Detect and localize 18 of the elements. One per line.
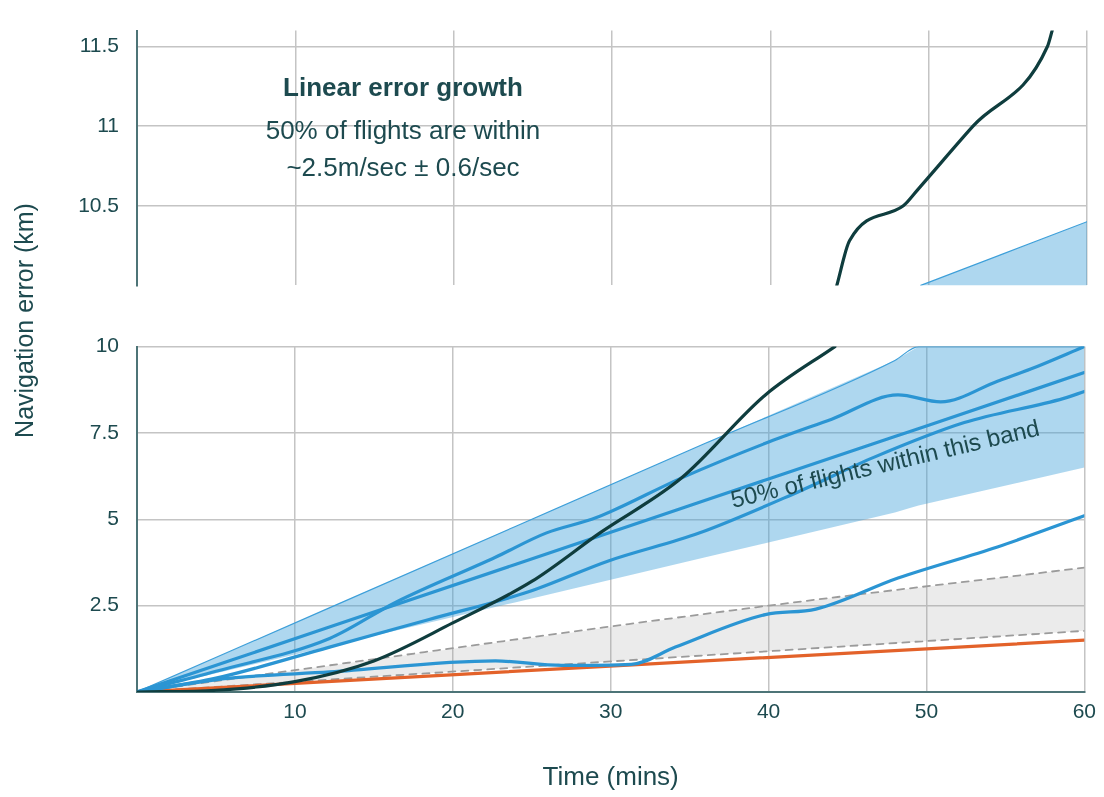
x-axis-title: Time (mins) xyxy=(542,760,679,791)
x-tick-label: 30 xyxy=(598,699,623,723)
x-tick-label: 40 xyxy=(756,699,781,723)
x-tick-label: 60 xyxy=(1072,699,1096,723)
y-tick-label: 10.5 xyxy=(78,192,119,216)
x-tick-label: 50 xyxy=(914,699,939,723)
y-tick-label: 11 xyxy=(97,112,119,136)
y-tick-label: 2.5 xyxy=(89,592,119,616)
y-tick-label: 7.5 xyxy=(89,419,119,443)
y-axis-title: Navigation error (km) xyxy=(9,202,39,440)
x-tick-label: 10 xyxy=(283,699,307,723)
text: Linear error growth xyxy=(282,72,524,103)
y-tick-label: 5 xyxy=(107,506,119,530)
x-tick-label: 20 xyxy=(441,699,465,723)
y-tick-label: 10 xyxy=(95,333,119,357)
annotation: 50% of flights within this band xyxy=(728,413,1042,513)
y-tick-label: 11.5 xyxy=(79,33,119,57)
text: 50% of flights are within ~2.5m/sec ± 0.6/sec xyxy=(264,114,542,184)
